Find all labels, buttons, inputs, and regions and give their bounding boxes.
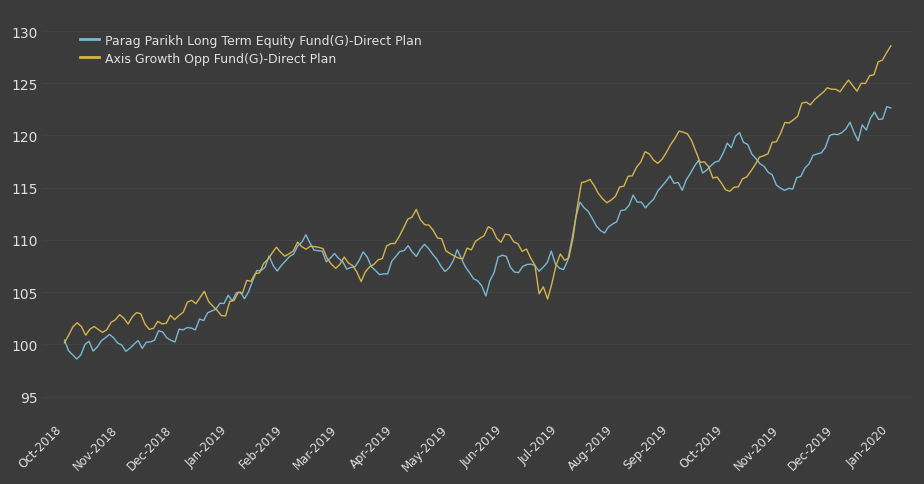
Parag Parikh Long Term Equity Fund(G)-Direct Plan	[881, 105, 893, 110]
Axis Growth Opp Fund(G)-Direct Plan	[885, 44, 896, 49]
Axis Growth Opp Fund(G)-Direct Plan	[834, 90, 845, 95]
Line: Axis Growth Opp Fund(G)-Direct Plan: Axis Growth Opp Fund(G)-Direct Plan	[65, 46, 891, 343]
Parag Parikh Long Term Equity Fund(G)-Direct Plan	[578, 205, 590, 211]
Axis Growth Opp Fund(G)-Direct Plan	[287, 248, 298, 254]
Axis Growth Opp Fund(G)-Direct Plan	[521, 246, 532, 252]
Axis Growth Opp Fund(G)-Direct Plan	[767, 140, 778, 146]
Legend: Parag Parikh Long Term Equity Fund(G)-Direct Plan, Axis Growth Opp Fund(G)-Direc: Parag Parikh Long Term Equity Fund(G)-Di…	[75, 30, 427, 71]
Parag Parikh Long Term Equity Fund(G)-Direct Plan	[96, 338, 107, 344]
Parag Parikh Long Term Equity Fund(G)-Direct Plan	[288, 252, 299, 257]
Parag Parikh Long Term Equity Fund(G)-Direct Plan	[693, 158, 704, 164]
Axis Growth Opp Fund(G)-Direct Plan	[610, 194, 621, 200]
Parag Parikh Long Term Equity Fund(G)-Direct Plan	[59, 337, 70, 343]
Line: Parag Parikh Long Term Equity Fund(G)-Direct Plan: Parag Parikh Long Term Equity Fund(G)-Di…	[65, 107, 891, 359]
Axis Growth Opp Fund(G)-Direct Plan	[59, 340, 70, 346]
Parag Parikh Long Term Equity Fund(G)-Direct Plan	[885, 106, 896, 112]
Parag Parikh Long Term Equity Fund(G)-Direct Plan	[71, 356, 82, 362]
Parag Parikh Long Term Equity Fund(G)-Direct Plan	[161, 335, 172, 341]
Parag Parikh Long Term Equity Fund(G)-Direct Plan	[108, 335, 119, 341]
Axis Growth Opp Fund(G)-Direct Plan	[93, 327, 104, 333]
